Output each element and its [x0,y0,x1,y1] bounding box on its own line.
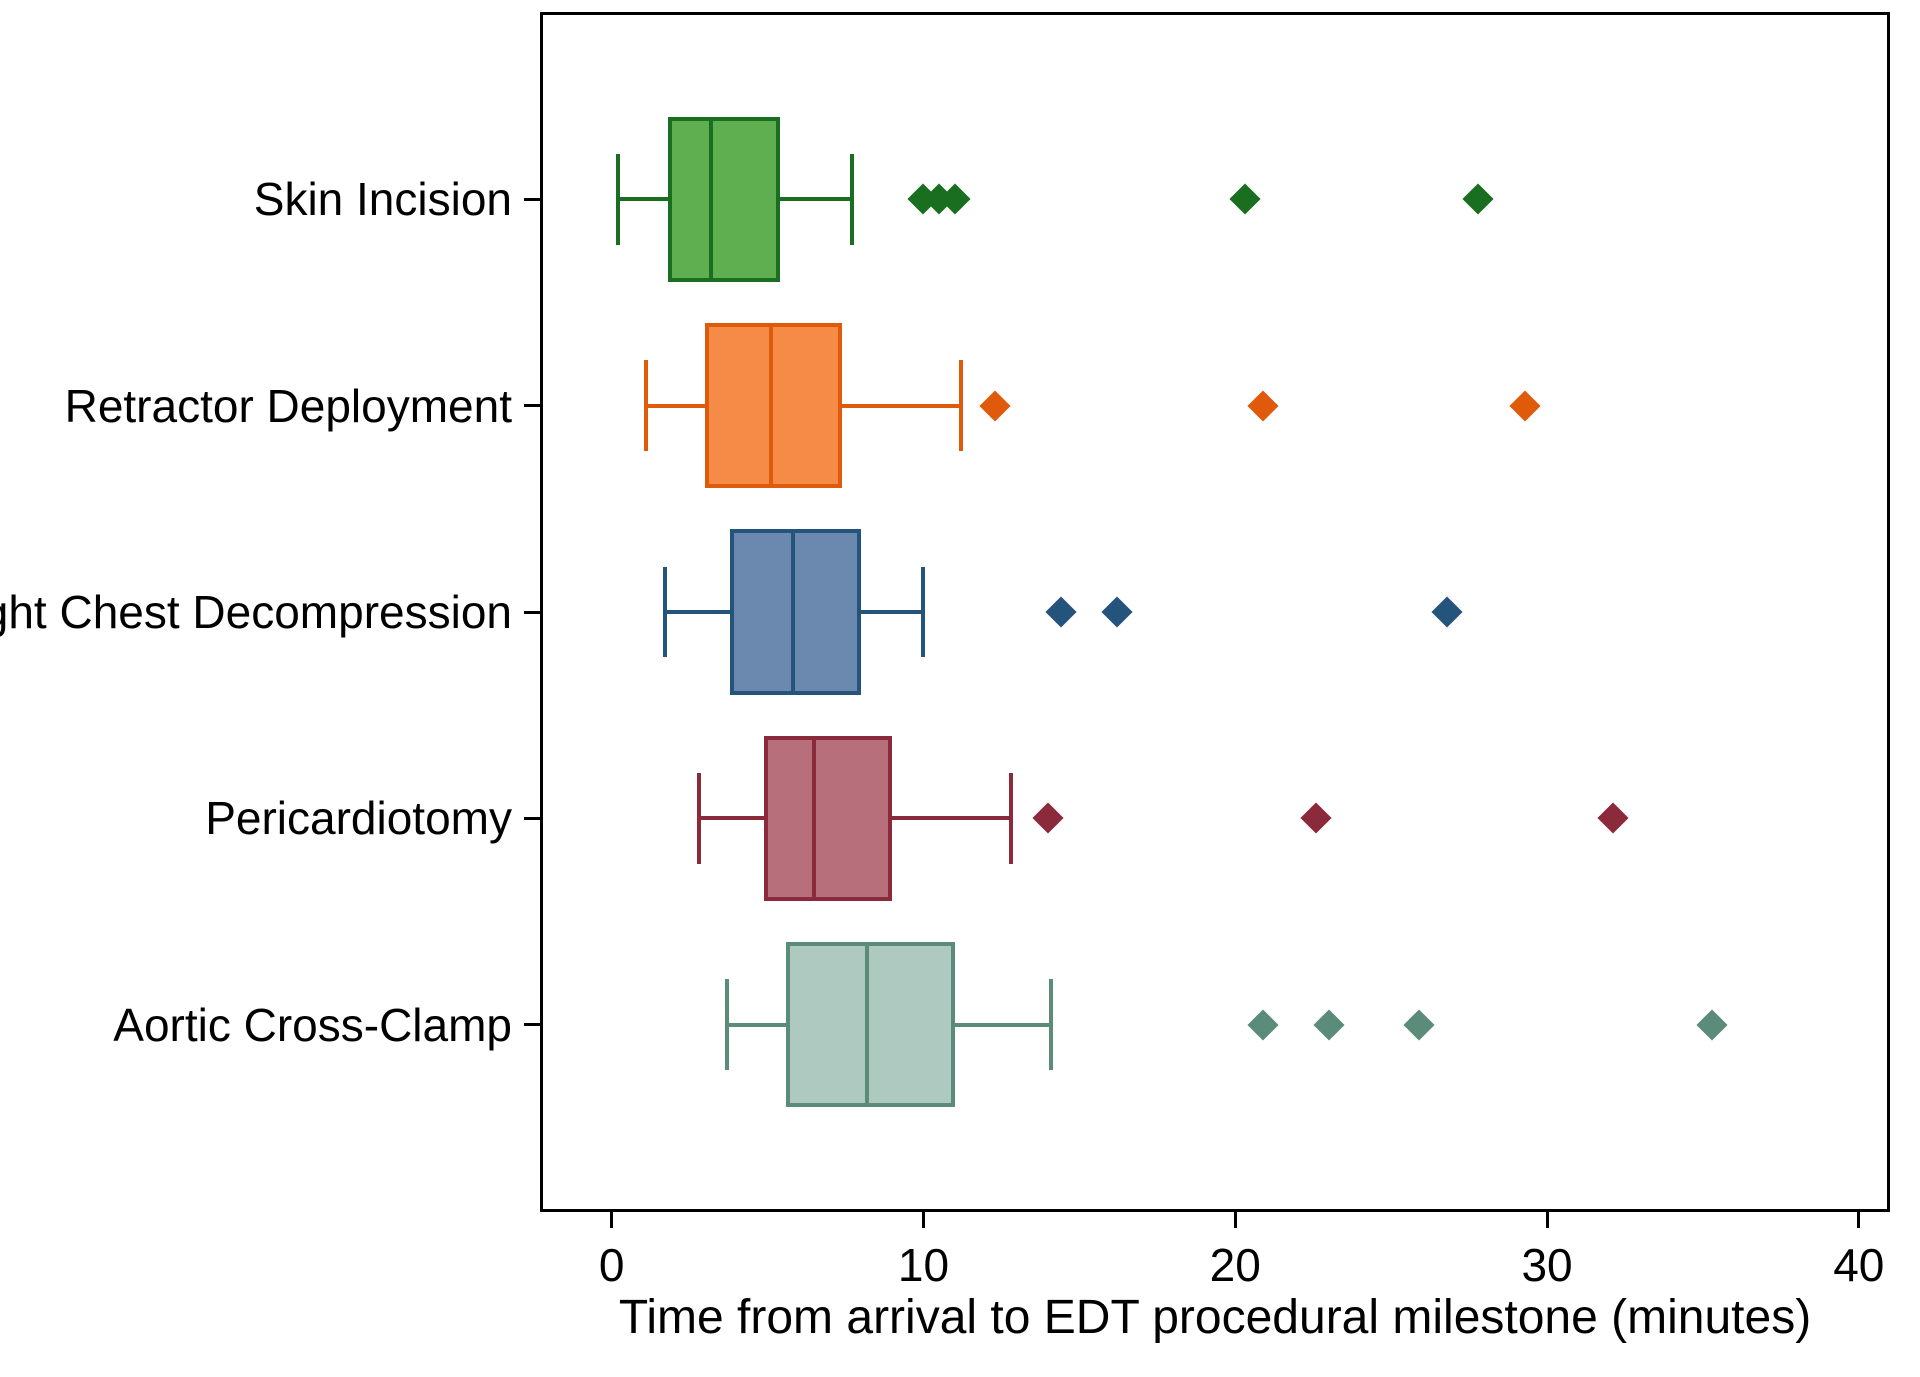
whisker-low [727,1023,786,1027]
whisker-cap-high [959,360,963,451]
whisker-low [646,404,705,408]
y-tick [524,611,540,614]
x-tick [1857,1212,1860,1228]
median-line [769,323,773,488]
y-tick-label: Pericardiotomy [205,791,512,845]
median-line [865,942,869,1107]
whisker-low [699,816,764,820]
whisker-low [618,197,668,201]
whisker-cap-low [663,567,667,658]
median-line [791,529,795,694]
x-tick-label: 30 [1521,1238,1572,1292]
whisker-cap-low [616,154,620,245]
x-axis-title: Time from arrival to EDT procedural mile… [619,1290,1811,1345]
median-line [709,117,713,282]
y-tick [524,404,540,407]
whisker-cap-low [725,979,729,1070]
whisker-cap-high [850,154,854,245]
y-tick-label: Right Chest Decompression [0,585,512,639]
whisker-low [665,610,730,614]
x-tick-label: 40 [1833,1238,1884,1292]
box [668,117,780,282]
whisker-high [780,197,852,201]
whisker-high [955,1023,1052,1027]
whisker-cap-low [644,360,648,451]
median-line [812,736,816,901]
whisker-cap-high [921,567,925,658]
x-tick-label: 20 [1210,1238,1261,1292]
x-tick-label: 10 [898,1238,949,1292]
whisker-high [892,816,1010,820]
x-tick [922,1212,925,1228]
x-tick [1546,1212,1549,1228]
whisker-high [842,404,960,408]
y-tick-label: Skin Incision [254,172,512,226]
boxplot-chart: Time from arrival to EDT procedural mile… [0,0,1920,1377]
box [730,529,861,694]
y-tick [524,1023,540,1026]
whisker-cap-high [1049,979,1053,1070]
y-tick-label: Aortic Cross-Clamp [113,998,512,1052]
box [764,736,892,901]
whisker-high [861,610,923,614]
box [705,323,842,488]
x-tick [610,1212,613,1228]
box [786,942,954,1107]
y-tick [524,817,540,820]
whisker-cap-high [1009,773,1013,864]
y-tick [524,198,540,201]
whisker-cap-low [697,773,701,864]
x-tick [1234,1212,1237,1228]
x-tick-label: 0 [599,1238,625,1292]
y-tick-label: Retractor Deployment [65,379,512,433]
